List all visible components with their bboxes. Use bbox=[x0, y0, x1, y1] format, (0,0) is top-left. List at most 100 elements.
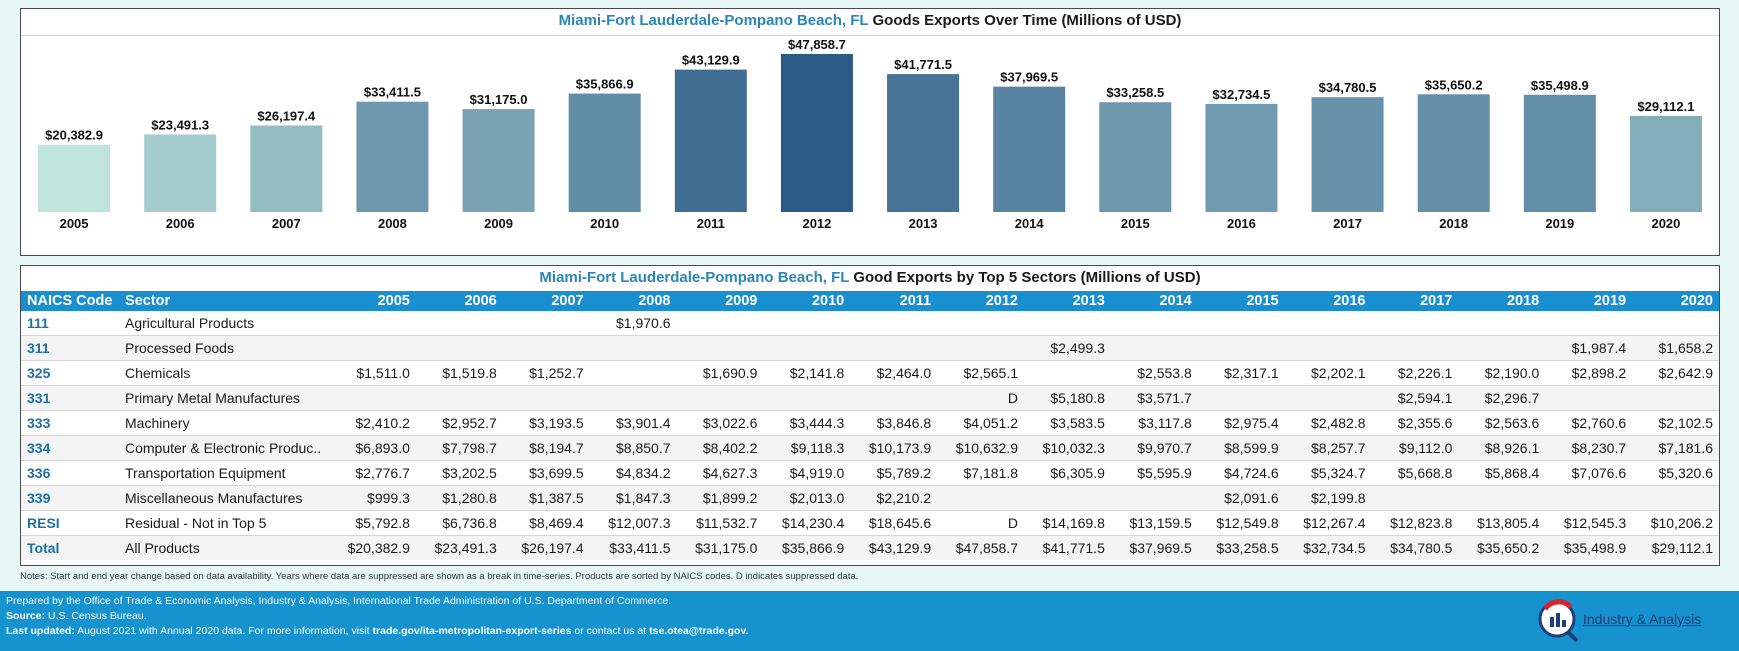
header-year: 2018 bbox=[1458, 291, 1546, 311]
value-cell: $26,197.4 bbox=[502, 535, 590, 560]
year-tick-label: 2019 bbox=[1545, 216, 1574, 231]
value-cell: $2,482.8 bbox=[1284, 410, 1372, 436]
bar-value-label: $41,771.5 bbox=[894, 57, 952, 72]
bar-value-label: $33,258.5 bbox=[1106, 85, 1164, 100]
table-row: Total All Products $20,382.9 $23,491.3 $26,1… bbox=[21, 535, 1719, 560]
value-cell bbox=[763, 311, 851, 336]
value-cell: $10,173.9 bbox=[850, 435, 938, 461]
value-cell: $10,206.2 bbox=[1632, 510, 1719, 536]
value-cell bbox=[1284, 311, 1372, 336]
value-cell bbox=[1284, 385, 1372, 411]
value-cell: $32,734.5 bbox=[1284, 535, 1372, 560]
value-cell: $10,032.3 bbox=[1024, 435, 1111, 461]
table-row: 325 Chemicals $1,511.0 $1,519.8 $1,252.7 $1,6… bbox=[21, 360, 1719, 386]
bar-2015 bbox=[1099, 102, 1172, 212]
value-cell bbox=[1110, 311, 1198, 336]
value-cell bbox=[1024, 485, 1111, 511]
bar-value-label: $26,197.4 bbox=[257, 109, 316, 124]
sector-cell: Processed Foods bbox=[119, 335, 329, 361]
header-year: 2005 bbox=[329, 291, 416, 311]
logo-text: Industry & Analysis bbox=[1583, 611, 1702, 627]
value-cell bbox=[1371, 485, 1459, 511]
value-cell: $2,202.1 bbox=[1284, 360, 1372, 386]
exports-bar-chart: $20,382.9 2005 $23,491.3 2006 $26,197.4 2007 $… bbox=[38, 37, 1702, 231]
value-cell bbox=[1024, 311, 1111, 336]
value-cell: $1,519.8 bbox=[415, 360, 503, 386]
bar-2005 bbox=[38, 144, 111, 212]
value-cell: $2,199.8 bbox=[1284, 485, 1372, 511]
value-cell: $8,850.7 bbox=[589, 435, 677, 461]
value-cell bbox=[589, 360, 677, 386]
value-cell: $2,563.6 bbox=[1458, 410, 1546, 436]
value-cell: $12,549.8 bbox=[1197, 510, 1285, 536]
bar-2009 bbox=[462, 109, 535, 212]
table-title-rest: Good Exports by Top 5 Sectors (Millions … bbox=[849, 269, 1201, 286]
year-tick-label: 2010 bbox=[590, 216, 619, 231]
value-cell bbox=[502, 335, 590, 361]
year-tick-label: 2015 bbox=[1121, 216, 1150, 231]
value-cell: $2,553.8 bbox=[1110, 360, 1198, 386]
year-tick-label: 2016 bbox=[1227, 216, 1256, 231]
naics-code-cell: 111 bbox=[21, 311, 119, 336]
footer-source-label: Source: bbox=[6, 610, 46, 622]
value-cell: $1,987.4 bbox=[1545, 335, 1633, 361]
value-cell: $2,013.0 bbox=[763, 485, 851, 511]
value-cell: $14,230.4 bbox=[763, 510, 851, 536]
naics-code-cell: 333 bbox=[21, 410, 119, 436]
footer-link-email[interactable]: tse.otea@trade.gov. bbox=[649, 625, 749, 637]
value-cell bbox=[1024, 360, 1111, 386]
footer-prepared: Prepared by the Office of Trade & Econom… bbox=[6, 595, 672, 607]
value-cell: $34,780.5 bbox=[1371, 535, 1459, 560]
value-cell: $5,320.6 bbox=[1632, 460, 1719, 486]
value-cell: $3,699.5 bbox=[502, 460, 590, 486]
naics-code-cell: 334 bbox=[21, 435, 119, 461]
bar-2008 bbox=[356, 101, 429, 212]
header-year: 2010 bbox=[763, 291, 851, 311]
year-tick-label: 2018 bbox=[1439, 216, 1468, 231]
value-cell bbox=[1110, 485, 1198, 511]
year-tick-label: 2012 bbox=[802, 216, 831, 231]
value-cell: $5,789.2 bbox=[850, 460, 938, 486]
footer-updated: Last updated: August 2021 with Annual 20… bbox=[6, 624, 748, 639]
value-cell: $2,226.1 bbox=[1371, 360, 1459, 386]
header-year: 2015 bbox=[1197, 291, 1285, 311]
table-row: 334 Computer & Electronic Produc.. $6,893.… bbox=[21, 435, 1719, 461]
value-cell: $2,317.1 bbox=[1197, 360, 1285, 386]
bar-value-label: $34,780.5 bbox=[1319, 80, 1377, 95]
table-row: 339 Miscellaneous Manufactures $999.3 $1,28… bbox=[21, 485, 1719, 511]
year-tick-label: 2013 bbox=[909, 216, 938, 231]
value-cell bbox=[1458, 311, 1546, 336]
value-cell: $5,324.7 bbox=[1284, 460, 1372, 486]
bar-2018 bbox=[1417, 94, 1490, 212]
chart-title-metro: Miami-Fort Lauderdale-Pompano Beach, FL bbox=[558, 12, 869, 29]
value-cell: $31,175.0 bbox=[676, 535, 764, 560]
footer-link-series[interactable]: trade.gov/ita-metropolitan-export-series bbox=[372, 625, 572, 637]
bar-value-label: $35,498.9 bbox=[1531, 78, 1589, 93]
value-cell: $12,823.8 bbox=[1371, 510, 1459, 536]
table-row: 111 Agricultural Products $1,970.6 bbox=[21, 311, 1719, 336]
value-cell: $4,724.6 bbox=[1197, 460, 1285, 486]
header-year: 2012 bbox=[937, 291, 1024, 311]
value-cell: $3,202.5 bbox=[415, 460, 503, 486]
value-cell bbox=[502, 385, 590, 411]
bar-2007 bbox=[250, 125, 323, 212]
header-year: 2008 bbox=[589, 291, 677, 311]
value-cell: $8,257.7 bbox=[1284, 435, 1372, 461]
value-cell bbox=[1545, 311, 1633, 336]
footer-updated-text: August 2021 with Annual 2020 data. For m… bbox=[74, 625, 373, 637]
naics-code-cell: 311 bbox=[21, 335, 119, 361]
chart-title: Miami-Fort Lauderdale-Pompano Beach, FL … bbox=[21, 9, 1719, 36]
value-cell bbox=[937, 311, 1024, 336]
exports-chart-panel: Miami-Fort Lauderdale-Pompano Beach, FL … bbox=[20, 8, 1720, 256]
value-cell bbox=[676, 335, 764, 361]
value-cell: $3,846.8 bbox=[850, 410, 938, 436]
value-cell: $43,129.9 bbox=[850, 535, 938, 560]
header-year: 2014 bbox=[1110, 291, 1198, 311]
table-title-metro: Miami-Fort Lauderdale-Pompano Beach, FL bbox=[539, 269, 850, 286]
year-tick-label: 2020 bbox=[1651, 216, 1680, 231]
value-cell: $7,181.8 bbox=[937, 460, 1024, 486]
table-row: RESI Residual - Not in Top 5 $5,792.8 $6,73… bbox=[21, 510, 1719, 536]
value-cell: $9,118.3 bbox=[763, 435, 851, 461]
value-cell bbox=[329, 385, 416, 411]
value-cell: $13,805.4 bbox=[1458, 510, 1546, 536]
